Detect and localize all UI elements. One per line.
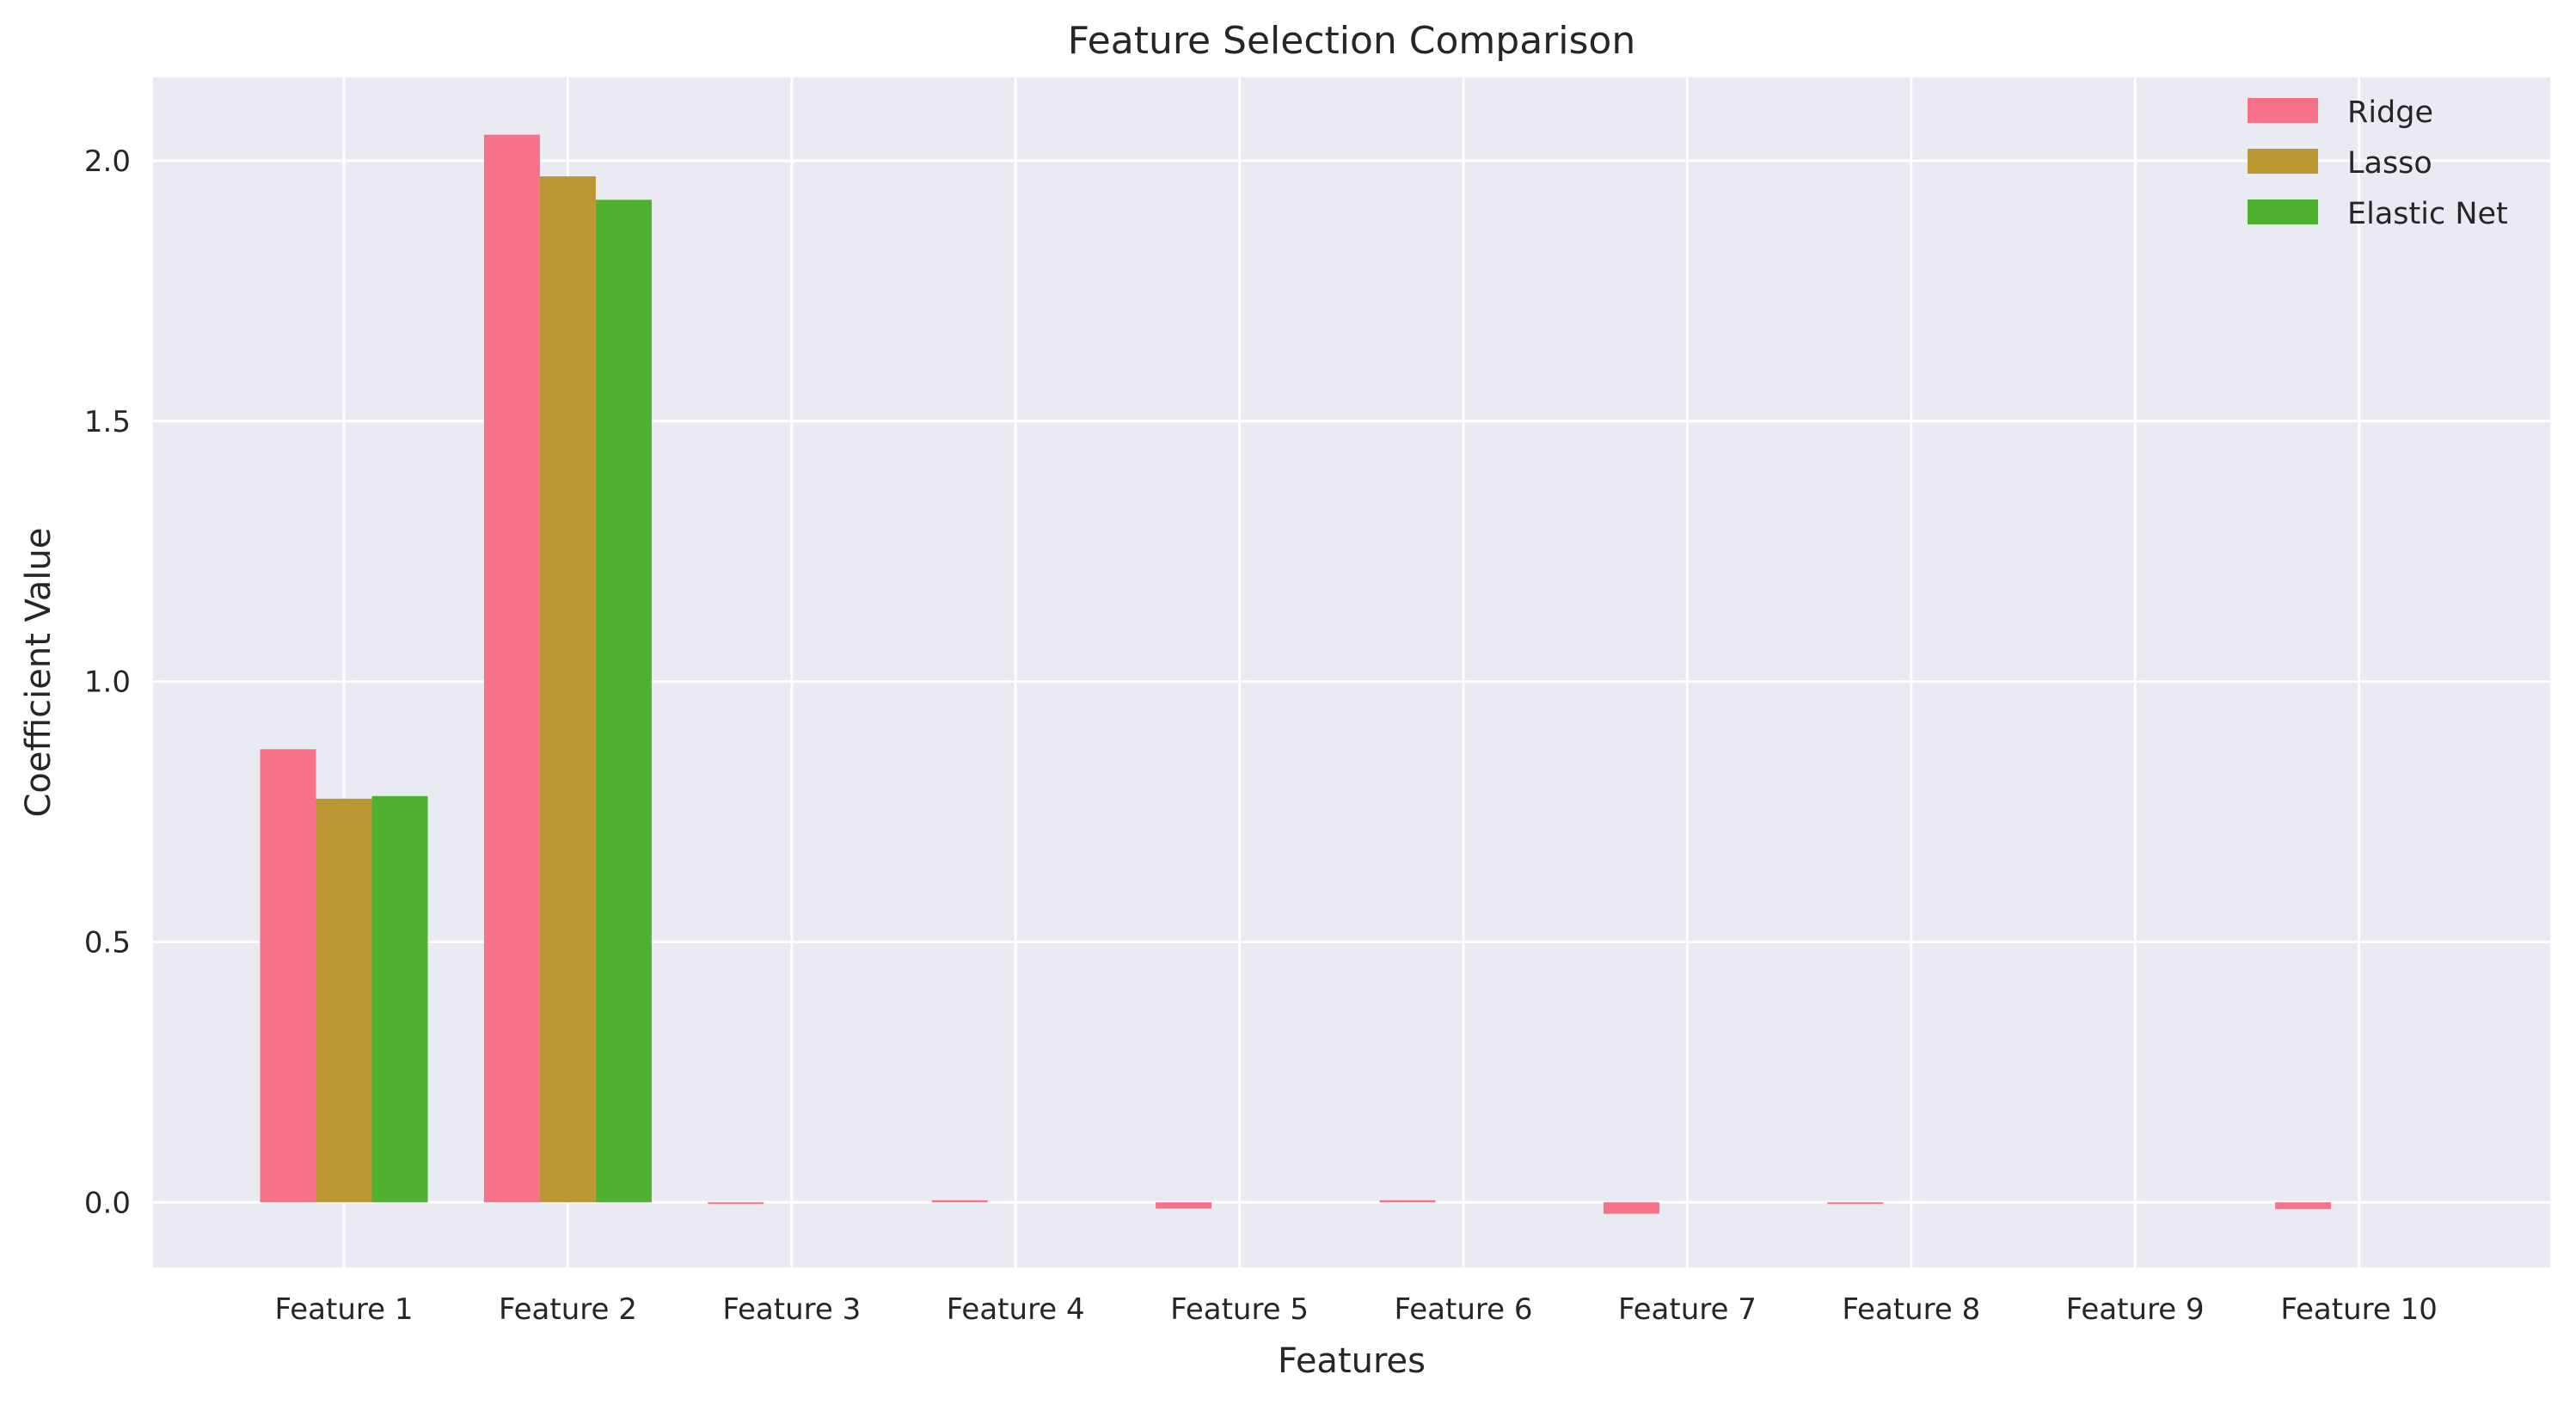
x-tick-label: Feature 7 <box>1618 1292 1757 1327</box>
bar-ridge <box>2275 1202 2332 1210</box>
y-tick-label: 1.0 <box>84 666 131 700</box>
bar-ridge <box>1379 1199 1436 1203</box>
x-tick-label: Feature 8 <box>1842 1292 1980 1327</box>
y-axis-label: Coefficient Value <box>19 528 58 818</box>
y-tick-label: 0.0 <box>84 1186 131 1220</box>
x-tick-label: Feature 10 <box>2280 1292 2438 1327</box>
bar-ridge <box>1603 1202 1659 1214</box>
legend-swatch-elastic-net <box>2248 199 2318 224</box>
chart-title: Feature Selection Comparison <box>1068 19 1635 63</box>
y-tick-label: 1.5 <box>84 405 131 439</box>
y-tick-label: 2.0 <box>84 144 131 179</box>
bar-elastic-net <box>371 795 428 1203</box>
x-tick-label: Feature 9 <box>2066 1292 2205 1327</box>
x-tick-label: Feature 3 <box>722 1292 861 1327</box>
x-tick-label: Feature 5 <box>1170 1292 1309 1327</box>
legend-swatch-ridge <box>2248 98 2318 123</box>
bar-ridge <box>260 749 316 1203</box>
bar-elastic-net <box>595 199 652 1203</box>
legend-label-elastic-net: Elastic Net <box>2347 197 2508 231</box>
x-tick-label: Feature 1 <box>275 1292 414 1327</box>
x-tick-label: Feature 4 <box>947 1292 1085 1327</box>
x-axis-label: Features <box>1278 1341 1426 1381</box>
bar-ridge <box>483 134 540 1203</box>
legend-swatch-lasso <box>2248 149 2318 174</box>
bar-lasso <box>539 176 596 1203</box>
bar-ridge <box>931 1199 988 1203</box>
x-tick-label: Feature 2 <box>499 1292 637 1327</box>
bar-ridge <box>1827 1202 1884 1205</box>
legend-label-ridge: Ridge <box>2347 95 2433 130</box>
bar-ridge <box>708 1202 764 1205</box>
bars <box>260 134 2332 1214</box>
legend-label-lasso: Lasso <box>2347 146 2432 181</box>
x-tick-labels: Feature 1 Feature 2 Feature 3 Feature 4 Feat… <box>275 1292 2438 1327</box>
legend: Ridge Lasso Elastic Net <box>2248 95 2508 231</box>
y-tick-labels: 0.0 0.5 1.0 1.5 2.0 <box>84 144 131 1220</box>
bar-lasso <box>316 798 372 1203</box>
x-tick-label: Feature 6 <box>1395 1292 1533 1327</box>
y-tick-label: 0.5 <box>84 925 131 960</box>
bar-ridge <box>1156 1202 1212 1209</box>
